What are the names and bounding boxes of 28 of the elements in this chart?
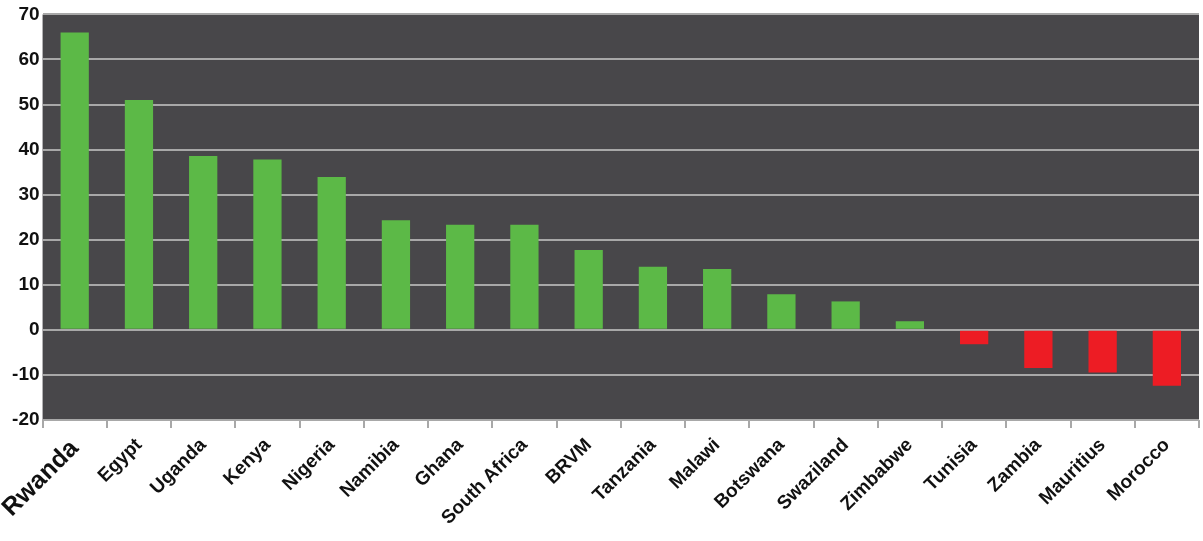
bar xyxy=(1152,330,1182,386)
bar xyxy=(510,224,539,329)
y-tick-label: 50 xyxy=(18,92,40,114)
y-tick-label: 0 xyxy=(29,318,40,340)
bar xyxy=(317,177,346,329)
y-tick-label: 60 xyxy=(18,47,40,69)
y-tick-label: 40 xyxy=(18,137,40,159)
bar xyxy=(767,294,796,329)
bar xyxy=(1024,330,1053,369)
bar xyxy=(1088,330,1117,373)
bar xyxy=(638,266,668,329)
bar xyxy=(189,155,218,329)
bar xyxy=(895,321,925,329)
bar xyxy=(60,32,89,329)
bar xyxy=(253,159,282,329)
y-tick-label: 10 xyxy=(18,272,40,294)
bar xyxy=(574,250,603,329)
bar xyxy=(381,220,411,329)
bar xyxy=(960,330,989,345)
y-tick-label: 20 xyxy=(18,227,40,249)
y-tick-label: 70 xyxy=(18,2,40,24)
y-tick-label: -10 xyxy=(12,363,40,385)
y-tick-label: -20 xyxy=(12,408,40,430)
bar xyxy=(124,100,154,329)
bar xyxy=(703,268,732,329)
bar xyxy=(446,224,475,329)
y-tick-label: 30 xyxy=(18,182,40,204)
bar xyxy=(831,301,860,329)
